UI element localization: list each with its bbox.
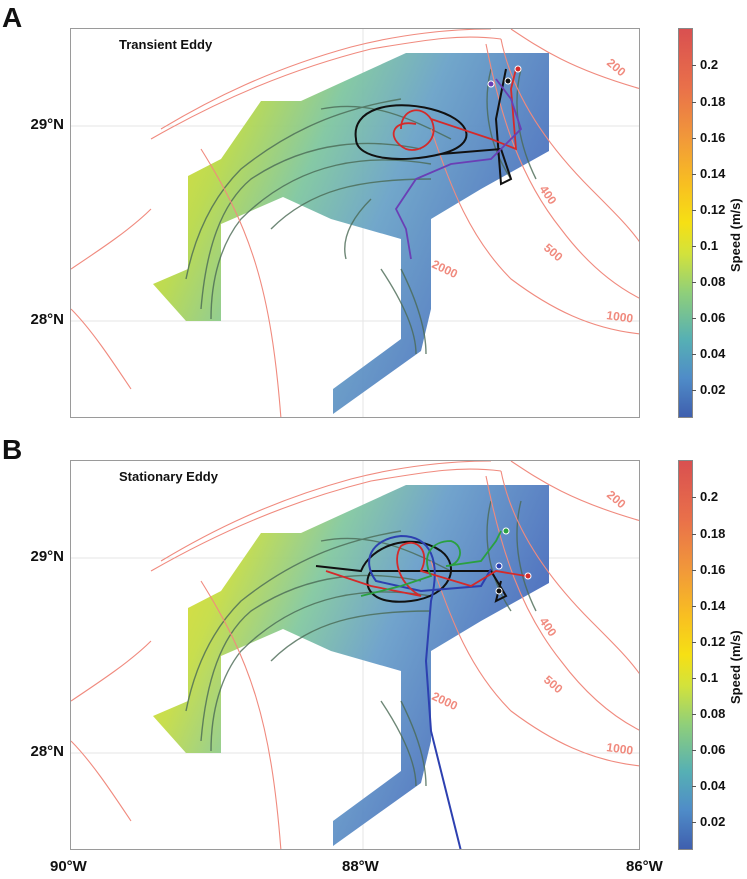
ytick-29n-a: 29°N	[30, 116, 64, 133]
float-track-green	[360, 530, 502, 597]
ytick-28n-a: 28°N	[30, 311, 64, 328]
colorbar-b	[678, 460, 693, 850]
colorbar-label-b: Speed (m/s)	[728, 630, 743, 704]
panel-letter-a: A	[2, 2, 23, 33]
cbar-tick: 0.16	[691, 562, 726, 577]
cbar-tick: 0.16	[691, 130, 726, 145]
isobath-label-500: 500	[541, 673, 566, 697]
cbar-tick: 0.18	[691, 94, 726, 109]
isobath-label-500: 500	[541, 241, 566, 265]
plot-title-b: Stationary Eddy	[119, 469, 218, 484]
isobaths	[71, 461, 639, 849]
colorbar-a	[678, 28, 693, 418]
streamlines	[185, 500, 537, 787]
cbar-tick: 0.08	[691, 274, 726, 289]
float-deploy-marker	[487, 80, 495, 88]
cbar-tick: 0.18	[691, 526, 726, 541]
map-panel-a: 200 400 500 2000 1000 Transient Eddy	[70, 28, 640, 418]
cbar-tick: 0.12	[691, 634, 726, 649]
cbar-tick: 0.12	[691, 202, 726, 217]
xtick-88w: 88°W	[342, 858, 379, 875]
colorbar-label-a: Speed (m/s)	[728, 198, 743, 272]
isobaths	[71, 29, 639, 417]
float-deploy-marker	[524, 572, 532, 580]
cbar-tick: 0.02	[691, 814, 726, 829]
xtick-90w: 90°W	[50, 858, 87, 875]
isobath-label-2000: 2000	[430, 257, 460, 281]
float-deploy-marker	[514, 65, 522, 73]
isobath-label-400: 400	[537, 615, 560, 640]
speed-field	[153, 53, 549, 414]
cbar-tick: 0.1	[691, 670, 719, 685]
cbar-tick: 0.2	[691, 57, 719, 72]
float-track-purple	[394, 78, 523, 260]
cbar-tick: 0.14	[691, 166, 726, 181]
isobath-label-400: 400	[537, 183, 560, 208]
xtick-86w: 86°W	[626, 858, 663, 875]
isobath-label-200: 200	[604, 488, 629, 512]
float-track-red	[392, 68, 518, 151]
cbar-tick: 0.14	[691, 598, 726, 613]
cbar-tick: 0.04	[691, 346, 726, 361]
map-panel-b: 200 400 500 2000 1000 Stationary Eddy	[70, 460, 640, 850]
isobath-label-1000: 1000	[606, 308, 635, 326]
cbar-tick: 0.2	[691, 489, 719, 504]
cbar-tick: 0.1	[691, 238, 719, 253]
float-deploy-marker	[495, 562, 503, 570]
plot-title-a: Transient Eddy	[119, 37, 213, 52]
cbar-tick: 0.06	[691, 310, 726, 325]
panel-letter-b: B	[2, 434, 23, 465]
cbar-tick: 0.04	[691, 778, 726, 793]
ytick-29n-b: 29°N	[30, 548, 64, 565]
map-canvas-a: 200 400 500 2000 1000	[71, 29, 639, 417]
cbar-tick: 0.02	[691, 382, 726, 397]
isobath-label-200: 200	[604, 56, 629, 80]
isobath-label-1000: 1000	[606, 740, 635, 758]
float-deploy-marker	[504, 77, 512, 85]
cbar-tick: 0.08	[691, 706, 726, 721]
float-track-black	[315, 540, 508, 603]
float-deploy-marker	[502, 527, 510, 535]
isobath-label-2000: 2000	[430, 689, 460, 713]
float-track-red	[325, 541, 527, 597]
float-deploy-marker	[495, 587, 503, 595]
float-track-blue	[368, 534, 492, 849]
streamlines	[185, 68, 537, 355]
ytick-28n-b: 28°N	[30, 743, 64, 760]
map-canvas-b: 200 400 500 2000 1000	[71, 461, 639, 849]
cbar-tick: 0.06	[691, 742, 726, 757]
